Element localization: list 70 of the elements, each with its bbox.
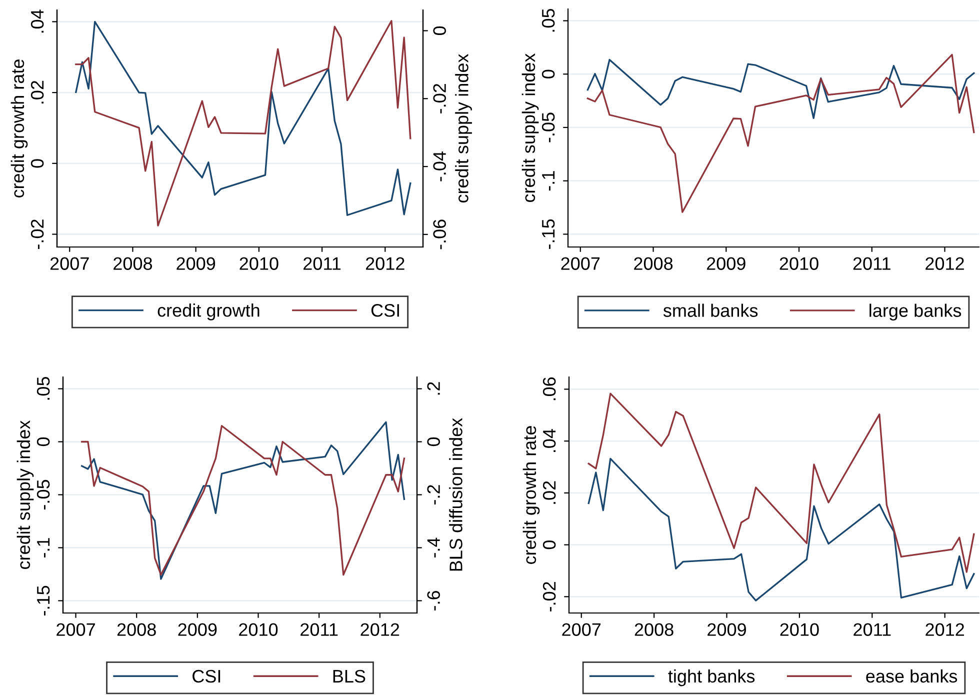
x-tick-label: 2011 xyxy=(854,623,891,636)
x-tick-label: 2010 xyxy=(239,623,278,636)
x-tick-label: 2008 xyxy=(634,623,674,636)
y-axis-title: credit supply index xyxy=(16,420,34,569)
x-tick-label: 2007 xyxy=(56,623,95,636)
legend-label: large banks xyxy=(870,304,962,321)
legend-label: credit growth xyxy=(158,304,260,320)
x-tick-label: 2011 xyxy=(853,257,890,270)
y-tick-label: -.1 xyxy=(542,171,555,191)
legend-label: CSI xyxy=(371,304,399,317)
y2-tick-label: -.4 xyxy=(427,538,440,558)
y-tick-label: .06 xyxy=(542,377,556,400)
y-tick-label: 0 xyxy=(36,437,50,446)
x-tick-label: 2007 xyxy=(50,257,89,270)
x-tick-label: 2009 xyxy=(178,623,217,636)
y-tick-label: 0 xyxy=(542,70,555,78)
y-tick-label: 0 xyxy=(542,540,556,550)
y-tick-label: .05 xyxy=(542,8,555,32)
x-tick-label: 2007 xyxy=(561,257,600,270)
x-tick-label: 2008 xyxy=(634,257,673,270)
line-series xyxy=(588,458,975,602)
legend-label: CSI xyxy=(192,670,220,683)
x-tick-label: 2009 xyxy=(708,623,746,636)
legend-label: tight banks xyxy=(668,669,755,686)
x-tick-label: 2012 xyxy=(926,257,964,270)
line-series xyxy=(586,58,975,120)
x-tick-label: 2012 xyxy=(360,623,400,636)
y-tick-label: -.05 xyxy=(36,480,50,510)
y2-tick-label: -.04 xyxy=(433,152,446,182)
y2-tick-label: .2 xyxy=(427,382,440,395)
y2-tick-label: -.2 xyxy=(427,485,440,504)
x-tick-label: 2011 xyxy=(304,257,341,270)
y-tick-label: -.02 xyxy=(542,582,556,612)
y-tick-label: -.15 xyxy=(542,219,555,249)
y-axis-title: credit supply index xyxy=(522,53,539,202)
y2-tick-label: 0 xyxy=(427,437,440,446)
y-tick-label: .04 xyxy=(542,429,556,452)
x-tick-label: 2012 xyxy=(926,623,964,636)
x-tick-label: 2010 xyxy=(240,257,278,270)
y-tick-label: -.15 xyxy=(37,586,50,616)
y-tick-label: .02 xyxy=(30,80,44,104)
x-tick-label: 2008 xyxy=(117,623,156,636)
y-tick-label: .04 xyxy=(30,10,44,33)
x-tick-label: 2010 xyxy=(780,257,818,270)
y-tick-label: 0 xyxy=(30,159,44,168)
x-tick-label: 2009 xyxy=(706,257,746,270)
y-tick-label: -.1 xyxy=(37,538,50,558)
line-series xyxy=(586,54,975,213)
x-tick-label: 2011 xyxy=(300,623,338,636)
y-axis-title: credit growth rate xyxy=(522,426,540,564)
legend-label: ease banks xyxy=(866,669,958,683)
y2-tick-label: -.6 xyxy=(427,590,440,610)
legend-label: small banks xyxy=(663,304,758,317)
y2-axis-title: credit supply index xyxy=(455,54,472,202)
x-tick-label: 2012 xyxy=(366,257,404,270)
y2-tick-label: 0 xyxy=(433,26,446,36)
x-tick-label: 2010 xyxy=(780,623,819,636)
y-tick-label: -.05 xyxy=(542,112,555,142)
x-tick-label: 2007 xyxy=(562,623,601,636)
x-tick-label: 2008 xyxy=(114,257,152,270)
y2-axis-title: BLS diffusion index xyxy=(449,418,462,571)
y-tick-label: .02 xyxy=(542,481,556,504)
y-tick-label: -.02 xyxy=(30,220,44,249)
y2-tick-label: -.06 xyxy=(433,220,446,250)
x-tick-label: 2009 xyxy=(176,257,216,270)
line-series xyxy=(588,392,975,573)
y2-tick-label: -.02 xyxy=(433,84,446,114)
legend-label: BLS xyxy=(333,670,366,683)
y-axis-title: credit growth rate xyxy=(10,60,28,198)
y-tick-label: .05 xyxy=(36,376,50,400)
